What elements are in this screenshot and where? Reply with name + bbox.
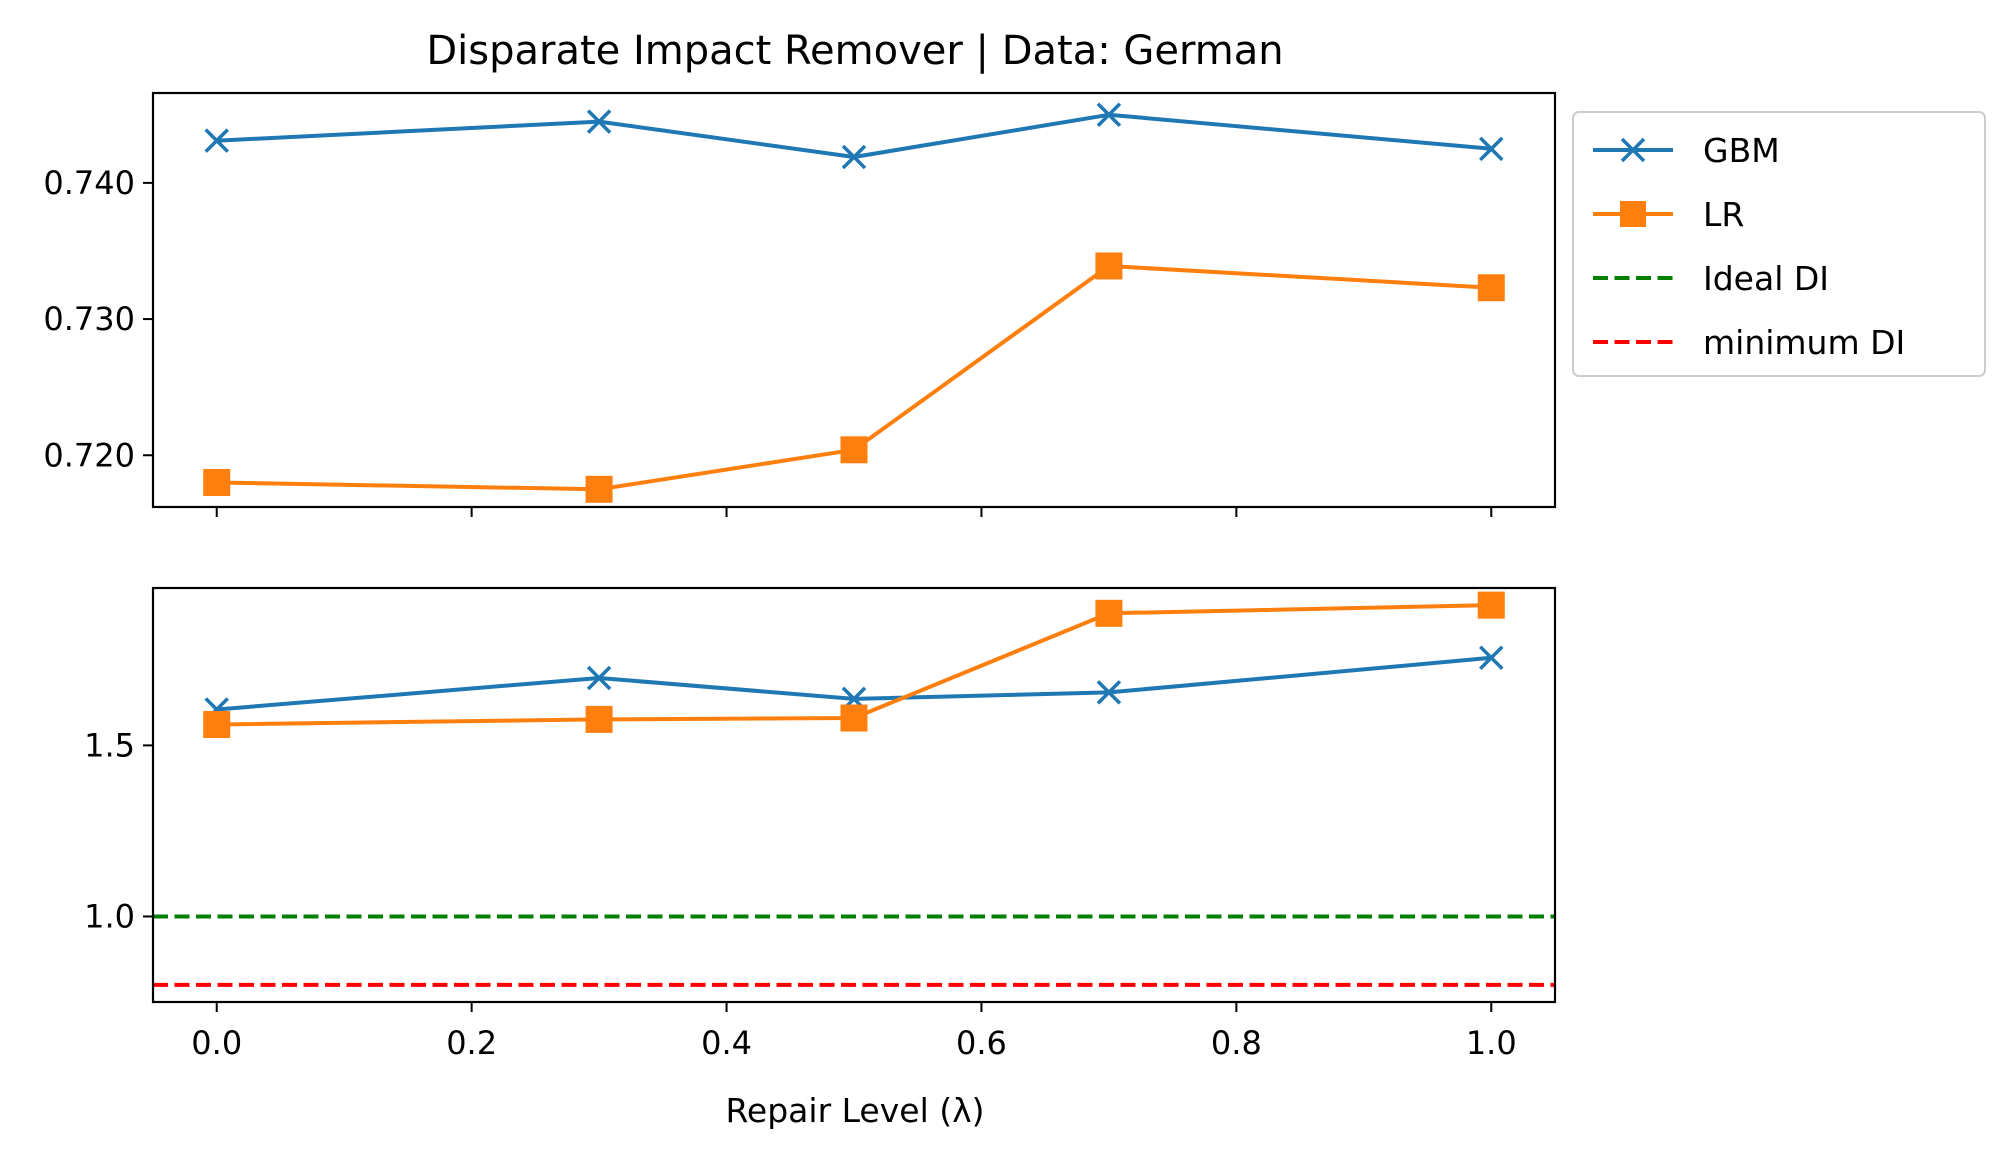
bottom-point-lr — [1477, 591, 1505, 619]
top-axes-frame — [151, 91, 1557, 509]
bottom-point-gbm — [1479, 645, 1504, 671]
x-tick-label: 1.0 — [1466, 1024, 1517, 1062]
x-tick-label: 0.2 — [446, 1024, 497, 1062]
legend-marker-gbm — [1620, 137, 1646, 163]
top-point-gbm — [1479, 136, 1504, 162]
top-point-gbm — [586, 109, 612, 134]
bottom-point-gbm — [1096, 680, 1122, 705]
x-axis-label: Repair Level (λ) — [725, 1091, 984, 1130]
chart-title: Disparate Impact Remover | Data: German — [426, 28, 1283, 74]
x-tick-label: 0.0 — [191, 1024, 242, 1062]
bottom-point-lr — [585, 705, 613, 733]
legend: GBM LR Ideal DI minimum DI — [1572, 111, 1986, 377]
bottom-y-tick-label: 1.5 — [84, 726, 135, 764]
bottom-y-tick-label: 1.0 — [84, 897, 135, 935]
top-point-gbm — [204, 128, 229, 153]
legend-box — [1572, 111, 1986, 377]
top-point-lr — [1095, 252, 1123, 280]
top-y-tick-label: 0.720 — [43, 436, 135, 474]
top-point-lr — [840, 436, 868, 464]
legend-label-minimum-di: minimum DI — [1703, 323, 1905, 362]
legend-label-ideal-di: Ideal DI — [1703, 259, 1829, 298]
bottom-point-gbm — [586, 665, 612, 691]
bottom-panel: 1.0 1.5 0.0 0.2 0.4 0.6 0.8 1.0 — [84, 586, 1557, 1062]
top-point-lr — [203, 468, 231, 496]
bottom-point-lr — [840, 704, 868, 732]
bottom-point-lr — [203, 711, 231, 739]
top-y-tick-label: 0.740 — [43, 164, 135, 202]
legend-label-lr: LR — [1703, 195, 1744, 234]
legend-label-gbm: GBM — [1703, 131, 1780, 170]
x-tick-label: 0.8 — [1211, 1024, 1262, 1062]
legend-marker-lr — [1620, 201, 1646, 227]
top-point-lr — [1477, 274, 1505, 302]
top-point-lr — [585, 475, 613, 503]
top-panel: 0.720 0.730 0.740 — [43, 91, 1557, 517]
top-y-tick-label: 0.730 — [43, 300, 135, 338]
bottom-point-lr — [1095, 599, 1123, 627]
x-tick-label: 0.4 — [701, 1024, 752, 1062]
top-point-gbm — [841, 144, 867, 170]
x-tick-label: 0.6 — [956, 1024, 1007, 1062]
bottom-axes-frame — [151, 586, 1557, 1004]
top-point-gbm — [1096, 102, 1122, 128]
